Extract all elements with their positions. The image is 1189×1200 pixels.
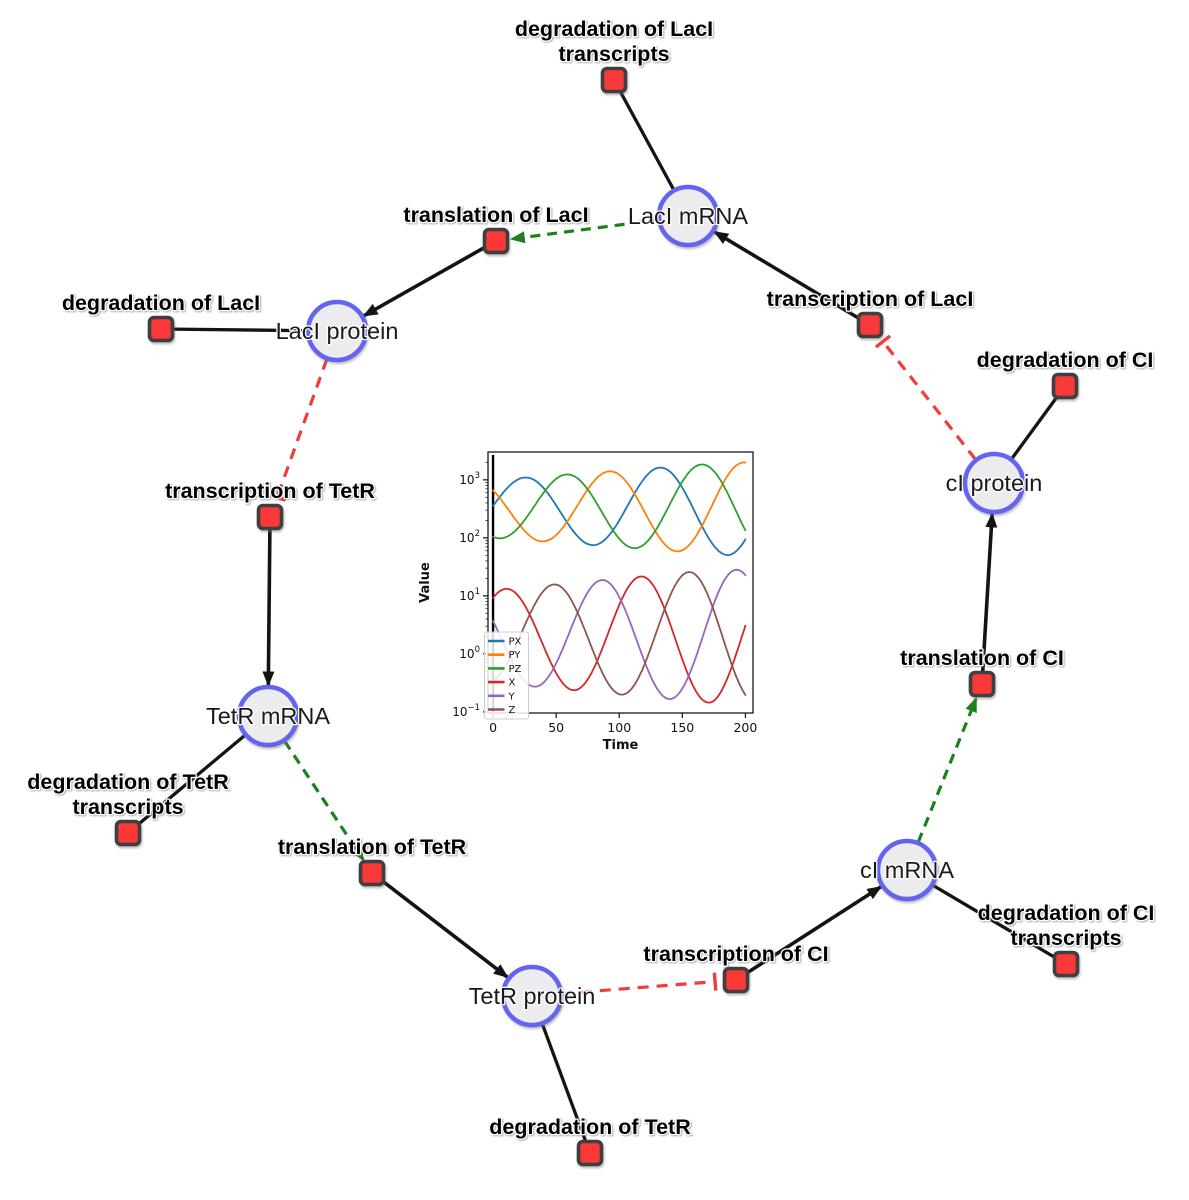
species-label-ci-mrna: cI mRNA [860, 857, 954, 883]
chart-series-X-line [492, 575, 747, 704]
edge-inhibition-laci-protein--transcription-tetr [268, 358, 329, 502]
legend-label-PZ: PZ [509, 664, 522, 675]
species-label-laci-protein: LacI protein [276, 318, 399, 344]
reaction-label-deg-ci-transcripts-line1: transcripts [1010, 926, 1121, 950]
chart-x-tick-label: 100 [607, 720, 631, 735]
reaction-label-deg-ci-transcripts-line0: degradation of CI [978, 901, 1155, 925]
chart-series-Z-line [492, 571, 747, 696]
reaction-node-transcription-ci [722, 966, 750, 994]
reaction-node-translation-laci [482, 227, 510, 255]
edge-production-transcription-laci--laci-mrna [713, 230, 871, 327]
edge-production-translation-laci--laci-protein [362, 239, 497, 318]
chart-y-tick-label: 101 [459, 587, 480, 603]
edge-inhibition-tetr-protein--transcription-ci [561, 972, 718, 996]
species-node-ci-protein [962, 451, 1026, 515]
species-node-tetr-protein [500, 964, 564, 1028]
chart-y-tick-label: 100 [459, 645, 480, 661]
reaction-label-deg-tetr-transcripts-line0: degradation of TetR [27, 770, 229, 794]
reaction-node-deg-tetr-transcripts [114, 819, 142, 847]
edge-production-transcription-ci--ci-mrna [735, 884, 883, 982]
edge-modifier-ci-mrna--translation-ci [916, 696, 978, 843]
legend-label-X: X [509, 678, 516, 689]
species-node-ci-mrna [875, 838, 939, 902]
chart-y-tick-label: 103 [459, 471, 480, 487]
reaction-label-deg-ci-line0: degradation of CI [977, 348, 1154, 372]
chart-ylabel: Value [418, 562, 433, 603]
reaction-label-translation-tetr-line0: translation of TetR [278, 835, 467, 859]
reaction-node-transcription-laci [856, 311, 884, 339]
reaction-label-translation-laci-line0: translation of LacI [403, 203, 588, 227]
chart-series-PY-line [492, 461, 747, 553]
reaction-node-deg-ci-transcripts [1052, 950, 1080, 978]
species-label-tetr-protein: TetR protein [469, 983, 596, 1009]
species-node-laci-mrna [656, 184, 720, 248]
edge-production-transcription-tetr--tetr-mrna [262, 516, 275, 687]
edge-production-translation-ci--ci-protein [980, 512, 998, 685]
reaction-node-translation-tetr [358, 859, 386, 887]
species-label-tetr-mrna: TetR mRNA [206, 703, 330, 729]
chart-x-tick-label: 150 [670, 720, 694, 735]
legend-label-PY: PY [509, 650, 522, 661]
species-node-laci-protein [305, 299, 369, 363]
species-node-tetr-mrna [236, 684, 300, 748]
legend-label-Z: Z [509, 705, 516, 716]
legend-label-PX: PX [509, 637, 522, 648]
chart-y-tick-label: 102 [459, 529, 480, 545]
chart-legend-box [484, 631, 529, 720]
reaction-node-deg-tetr [576, 1139, 604, 1167]
species-label-laci-mrna: LacI mRNA [628, 203, 748, 229]
reaction-node-deg-ci [1051, 372, 1079, 400]
reaction-label-deg-tetr-line0: degradation of TetR [489, 1115, 691, 1139]
reaction-label-transcription-ci-line0: transcription of CI [643, 942, 828, 966]
reaction-label-translation-ci-line0: translation of CI [900, 646, 1064, 670]
edge-inhibition-ci-protein--transcription-laci [874, 334, 977, 461]
edge-production-translation-tetr--tetr-protein [370, 871, 509, 979]
chart-series-Y-line [492, 568, 747, 700]
labels-layer: degradation of LacItranscriptstranslatio… [26, 16, 1156, 1141]
chart-x-tick-label: 0 [489, 720, 497, 735]
chart-x-tick-label: 200 [733, 720, 757, 735]
legend-label-Y: Y [508, 691, 516, 702]
reaction-node-translation-ci [968, 670, 996, 698]
inset-chart: 10−1 100 101 102 103 0 50 100 150 200 Time Value PX P… [418, 438, 770, 764]
reaction-node-deg-laci [147, 315, 175, 343]
nodes-layer [114, 66, 1080, 1167]
reaction-label-transcription-tetr-line0: transcription of TetR [165, 479, 375, 503]
reaction-label-deg-tetr-transcripts-line1: transcripts [72, 795, 183, 819]
chart-xlabel: Time [603, 738, 639, 753]
chart-series-PZ-line [492, 463, 747, 550]
edge-modifier-laci-mrna--translation-laci [509, 218, 659, 244]
edges-layer [126, 79, 1067, 1154]
reaction-label-deg-laci-line0: degradation of LacI [62, 291, 260, 315]
chart-x-tick-label: 50 [548, 720, 564, 735]
chart-series-PX-line [492, 466, 747, 556]
reaction-label-transcription-laci-line0: transcription of LacI [767, 287, 974, 311]
reaction-node-transcription-tetr [256, 503, 284, 531]
reaction-node-deg-laci-transcripts [600, 66, 628, 94]
chart-y-tick-label: 10−1 [452, 703, 480, 719]
reaction-label-deg-laci-transcripts-line0: degradation of LacI [515, 17, 713, 41]
species-label-ci-protein: cI protein [946, 470, 1043, 496]
chart-axes-box [487, 451, 754, 714]
reaction-label-deg-laci-transcripts-line1: transcripts [558, 42, 669, 66]
edge-modifier-tetr-mrna--translation-tetr [283, 740, 365, 862]
